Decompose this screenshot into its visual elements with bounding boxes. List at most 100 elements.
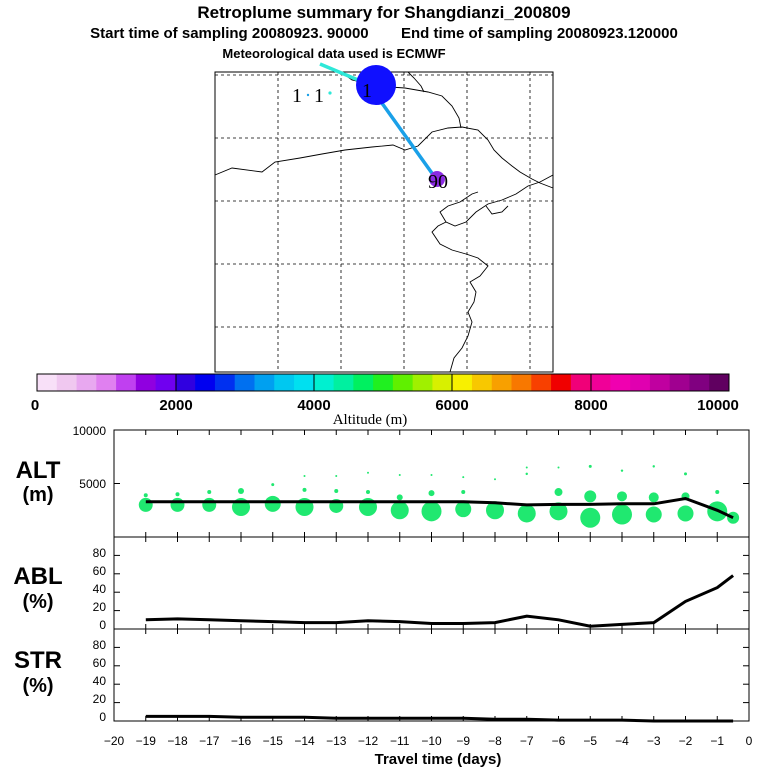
colorbar-swatch xyxy=(135,374,157,391)
colorbar-swatch xyxy=(551,374,572,391)
alt-panel: ALT (m) 10000 5000 xyxy=(16,424,750,538)
colorbar-swatch xyxy=(37,374,58,391)
alt-bubble xyxy=(207,490,212,495)
colorbar-swatch xyxy=(96,374,117,391)
alt-bubble xyxy=(143,493,148,498)
colorbar-swatch xyxy=(214,374,236,391)
alt-bubble xyxy=(557,466,560,469)
alt-bubble xyxy=(494,478,496,481)
alt-bubble xyxy=(367,471,369,474)
x-tick-labels: −20 −19 −18 −17 −16 −15 −14 −13 −12 −11 −10 −9 −8 −7−… xyxy=(104,734,753,748)
colorbar-swatch xyxy=(412,374,433,391)
colorbar-swatch xyxy=(294,374,315,391)
colorbar-swatch xyxy=(175,374,196,391)
alt-bubble xyxy=(525,472,528,476)
x-axis-label: Travel time (days) xyxy=(375,751,502,768)
x-tick-label: −18 xyxy=(167,734,188,748)
str-line xyxy=(145,714,734,723)
colorbar-swatch xyxy=(471,374,493,391)
x-tick-label: −9 xyxy=(456,734,470,748)
str-axis-unit: (%) xyxy=(22,675,53,697)
colorbar-swatch xyxy=(56,374,78,391)
met-data-label: Meteorological data used is ECMWF xyxy=(222,46,446,61)
alt-bubble xyxy=(588,464,592,468)
sampling-times: Start time of sampling 20080923. 90000 E… xyxy=(0,25,768,42)
colorbar-tick: 8000 xyxy=(574,397,607,414)
alt-bubble xyxy=(584,490,597,503)
alt-bubble xyxy=(428,490,435,497)
x-tick-label: −4 xyxy=(615,734,629,748)
alt-bubble xyxy=(398,473,401,476)
panel-ticks xyxy=(113,429,750,722)
alt-bubble xyxy=(715,490,720,495)
alt-bubble xyxy=(486,501,504,520)
alt-bubble xyxy=(334,488,339,493)
colorbar-swatch xyxy=(570,374,592,391)
colorbar-swatch xyxy=(274,374,295,391)
abl-ytick: 60 xyxy=(93,564,107,578)
x-tick-label: −17 xyxy=(199,734,220,748)
alt-mean-line xyxy=(145,496,734,520)
alt-bubble xyxy=(396,494,403,501)
x-tick-label: −15 xyxy=(263,734,284,748)
colorbar: 0 2000 4000 6000 8000 10000 Altitude (m) xyxy=(31,373,739,428)
alt-bubble xyxy=(617,491,627,502)
colorbar-swatch xyxy=(610,374,631,391)
str-ytick: 80 xyxy=(93,638,107,652)
alt-bubble xyxy=(170,497,185,512)
str-panel-frame xyxy=(113,628,750,722)
abl-axis-unit: (%) xyxy=(22,591,53,613)
alt-bubble xyxy=(175,492,180,497)
alt-bubble xyxy=(648,492,659,503)
alt-bubble xyxy=(727,511,740,524)
alt-bubble xyxy=(430,473,433,476)
colorbar-swatch xyxy=(116,374,137,391)
colorbar-swatch xyxy=(313,374,335,391)
alt-ytick: 10000 xyxy=(73,424,107,438)
alt-bubble xyxy=(421,501,442,522)
map-panel: 1 1 1 9 0 xyxy=(214,62,554,373)
colorbar-tick: 4000 xyxy=(297,397,330,414)
map-label: 1 xyxy=(314,85,324,107)
colorbar-swatch xyxy=(254,374,275,391)
x-tick-label: 0 xyxy=(746,734,753,748)
colorbar-swatch xyxy=(511,374,532,391)
colorbar-swatch xyxy=(630,374,651,391)
map-frame xyxy=(214,71,554,373)
x-tick-label: −20 xyxy=(104,734,125,748)
colorbar-frame xyxy=(36,373,730,392)
x-tick-label: −11 xyxy=(390,734,410,748)
alt-bubble xyxy=(525,466,528,469)
alt-axis-unit: (m) xyxy=(22,484,53,506)
alt-bubble xyxy=(612,504,632,525)
alt-bubble xyxy=(238,487,244,494)
str-axis-label: STR xyxy=(14,647,62,674)
map-label: 1 xyxy=(292,85,302,107)
abl-line xyxy=(145,574,735,628)
end-time-label: End time of sampling 20080923.120000 xyxy=(401,25,678,42)
alt-bubble xyxy=(549,502,568,521)
colorbar-swatch xyxy=(76,374,97,391)
colorbar-swatch xyxy=(689,374,710,391)
colorbar-swatch xyxy=(590,374,611,391)
alt-axis-label: ALT xyxy=(16,457,61,484)
alt-bubble xyxy=(684,472,687,476)
colorbar-tick: 6000 xyxy=(435,397,468,414)
colorbar-swatch xyxy=(491,374,513,391)
colorbar-tick: 2000 xyxy=(159,397,192,414)
abl-ytick: 20 xyxy=(93,600,107,614)
colorbar-swatch xyxy=(333,374,354,391)
x-tick-label: −16 xyxy=(231,734,252,748)
plume-point xyxy=(306,93,310,97)
alt-bubble xyxy=(554,488,563,497)
abl-panel-frame xyxy=(113,536,750,630)
alt-bubble xyxy=(462,476,465,479)
alt-bubble xyxy=(580,507,601,528)
colorbar-swatch xyxy=(234,374,255,391)
x-tick-label: −3 xyxy=(647,734,661,748)
map-cluster-label: 9 xyxy=(428,171,438,193)
x-tick-label: −5 xyxy=(583,734,597,748)
colorbar-tick-labels: 0 2000 4000 6000 8000 10000 xyxy=(31,397,739,414)
colorbar-swatch xyxy=(452,374,473,391)
